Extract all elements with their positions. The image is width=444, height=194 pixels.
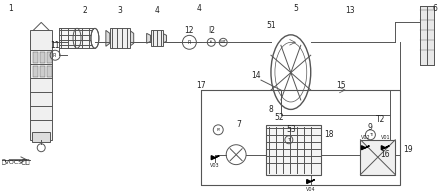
Text: 19: 19 (404, 145, 413, 154)
Text: WT: WT (220, 40, 226, 44)
Text: 52: 52 (274, 113, 284, 122)
Text: 含VOCS废气: 含VOCS废气 (2, 160, 31, 165)
Text: T2: T2 (376, 115, 385, 124)
Text: 4: 4 (154, 6, 159, 15)
Polygon shape (211, 156, 219, 160)
Text: 51: 51 (266, 21, 276, 30)
Text: PI: PI (53, 53, 57, 58)
Bar (361, 140, 395, 175)
Text: 53: 53 (286, 125, 296, 134)
Text: V03: V03 (210, 163, 220, 168)
Text: 1: 1 (8, 4, 13, 13)
Text: 8: 8 (269, 105, 274, 114)
Ellipse shape (271, 35, 311, 109)
Text: 7: 7 (237, 120, 242, 129)
Text: I2: I2 (208, 26, 215, 35)
Bar (47, 66, 52, 77)
Polygon shape (381, 146, 389, 150)
Bar (201, 90, 400, 184)
Text: V01: V01 (381, 135, 390, 140)
Text: 11: 11 (50, 41, 60, 50)
Text: 13: 13 (346, 6, 355, 15)
Polygon shape (147, 33, 151, 43)
Bar (30, 30, 52, 140)
Text: PI: PI (187, 40, 191, 45)
Text: 14: 14 (251, 71, 261, 80)
Text: 4: 4 (197, 4, 202, 13)
Bar (110, 28, 130, 48)
Text: PI: PI (216, 128, 220, 132)
Text: V04: V04 (306, 187, 316, 192)
Ellipse shape (91, 28, 99, 48)
Text: V02: V02 (361, 135, 370, 140)
Text: 15: 15 (336, 81, 345, 90)
Polygon shape (361, 146, 369, 150)
Polygon shape (130, 30, 134, 46)
Text: 6: 6 (432, 4, 437, 13)
Text: TI: TI (287, 138, 291, 142)
Text: 3: 3 (117, 6, 122, 15)
Bar (47, 52, 52, 63)
Bar (59, 28, 95, 48)
Bar (33, 66, 38, 77)
Text: fi: fi (210, 40, 213, 44)
Polygon shape (163, 33, 166, 43)
Text: 5: 5 (293, 4, 298, 13)
Bar (33, 52, 38, 63)
Text: 17: 17 (197, 81, 206, 90)
Text: TI: TI (369, 133, 372, 137)
Text: 12: 12 (185, 26, 194, 35)
Bar (32, 132, 50, 142)
Text: 9: 9 (368, 123, 373, 132)
Text: 18: 18 (324, 130, 333, 139)
Bar (40, 66, 45, 77)
Text: 2: 2 (83, 6, 87, 15)
Polygon shape (307, 180, 315, 184)
Bar (266, 125, 321, 175)
Text: 16: 16 (381, 150, 390, 159)
Bar (420, 5, 434, 65)
Bar (151, 30, 163, 46)
Polygon shape (106, 30, 110, 46)
Bar (40, 52, 45, 63)
Ellipse shape (73, 28, 81, 48)
